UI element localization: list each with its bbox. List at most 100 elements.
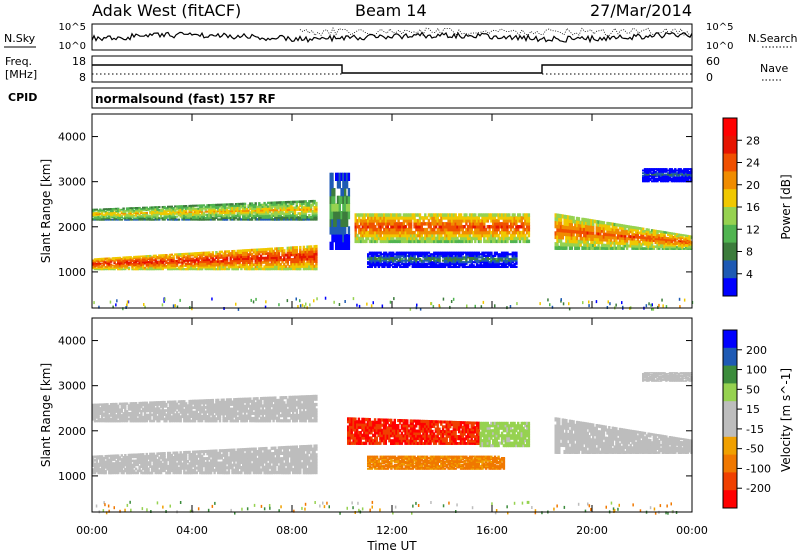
echo-cell <box>275 254 279 257</box>
echo-cell <box>433 225 436 229</box>
echo-cell <box>472 265 475 268</box>
echo-cell <box>277 205 281 208</box>
echo-cell <box>672 246 675 249</box>
echo-cell <box>193 267 197 271</box>
echo-cell <box>442 254 445 257</box>
echo-cell <box>193 259 197 262</box>
echo-cell <box>486 233 489 238</box>
echo-cell <box>670 173 673 176</box>
echo-cell <box>568 222 572 227</box>
echo-speckle <box>432 305 435 309</box>
echo-cell <box>483 259 486 262</box>
echo-cell <box>658 176 661 179</box>
echo-cell <box>527 219 531 223</box>
echo-cell <box>575 233 579 237</box>
echo-cell <box>240 255 243 259</box>
echo-cell <box>367 219 370 223</box>
echo-cell <box>275 265 279 268</box>
echo-cell <box>368 259 372 262</box>
echo-cell <box>406 264 409 267</box>
echo-cell <box>177 205 181 208</box>
echo-cell <box>659 230 663 233</box>
echo-cell <box>142 261 145 264</box>
echo-cell <box>654 237 657 241</box>
echo-cell <box>467 265 470 268</box>
echo-cell <box>152 218 156 221</box>
echo-speckle <box>237 307 240 311</box>
echo-cell <box>115 218 118 221</box>
echo-cell <box>149 218 152 221</box>
echo-cell <box>479 227 482 232</box>
echo-cell <box>97 261 100 264</box>
echo-speckle <box>297 305 299 309</box>
echo-cell <box>620 246 623 250</box>
echo-cell <box>240 202 243 206</box>
echo-cell <box>374 239 377 244</box>
echo-cell <box>159 254 163 257</box>
y-tick-label: 3000 <box>58 176 86 189</box>
echo-cell <box>515 257 518 261</box>
echo-cell <box>429 261 432 264</box>
echo-cell <box>511 259 514 262</box>
echo-cell <box>340 188 343 197</box>
echo-cell <box>356 233 359 238</box>
echo-cell <box>406 265 409 268</box>
echo-cell <box>461 257 464 261</box>
echo-cell <box>377 254 381 257</box>
echo-cell <box>190 266 193 269</box>
echo-cell <box>450 256 454 259</box>
echo-cell <box>383 254 386 257</box>
echo-cell <box>433 213 436 217</box>
echo-cell <box>649 237 652 240</box>
echo-cell <box>650 173 654 176</box>
echo-cell <box>290 216 293 219</box>
echo-cell <box>568 229 572 234</box>
echo-cell <box>125 209 129 212</box>
echo-cell <box>356 213 359 217</box>
echo-cell <box>392 262 395 265</box>
echo-cell <box>102 210 106 213</box>
echo-cell <box>175 255 179 258</box>
echo-cell <box>395 257 398 261</box>
echo-cell <box>515 227 518 232</box>
echo-cell <box>502 227 506 232</box>
echo-cell <box>527 227 531 232</box>
echo-cell <box>631 232 634 236</box>
echo-cell <box>177 258 181 261</box>
noise-tick-low: 10^0 <box>59 41 86 52</box>
echo-cell <box>395 230 398 235</box>
echo-cell <box>474 257 477 261</box>
echo-cell <box>574 236 577 241</box>
echo-cell <box>188 257 191 260</box>
echo-cell <box>172 214 175 217</box>
echo-cell <box>206 207 209 210</box>
echo-cell <box>170 264 173 267</box>
echo-cell <box>106 266 109 268</box>
echo-cell <box>470 227 473 232</box>
echo-cell <box>283 267 286 271</box>
echo-cell <box>415 213 418 217</box>
echo-cell <box>104 211 107 214</box>
echo-speckle <box>358 304 361 308</box>
echo-cell <box>463 213 466 217</box>
echo-cell <box>156 213 159 216</box>
echo-cell <box>445 213 448 217</box>
echo-cell <box>117 263 120 266</box>
echo-cell <box>234 214 238 218</box>
echo-cell <box>640 233 643 237</box>
echo-cell <box>672 176 675 179</box>
echo-cell <box>400 261 404 264</box>
echo-cell <box>617 241 620 245</box>
echo-cell <box>558 235 561 240</box>
echo-cell <box>204 209 207 212</box>
echo-cell <box>613 238 616 242</box>
echo-cell <box>493 264 497 267</box>
echo-cell <box>683 237 686 240</box>
echo-cell <box>629 235 632 239</box>
echo-cell <box>377 225 381 229</box>
echo-cell <box>384 261 388 264</box>
echo-cell <box>442 264 445 267</box>
echo-cell <box>92 212 95 214</box>
echo-cell <box>577 217 581 221</box>
echo-cell <box>668 235 672 238</box>
